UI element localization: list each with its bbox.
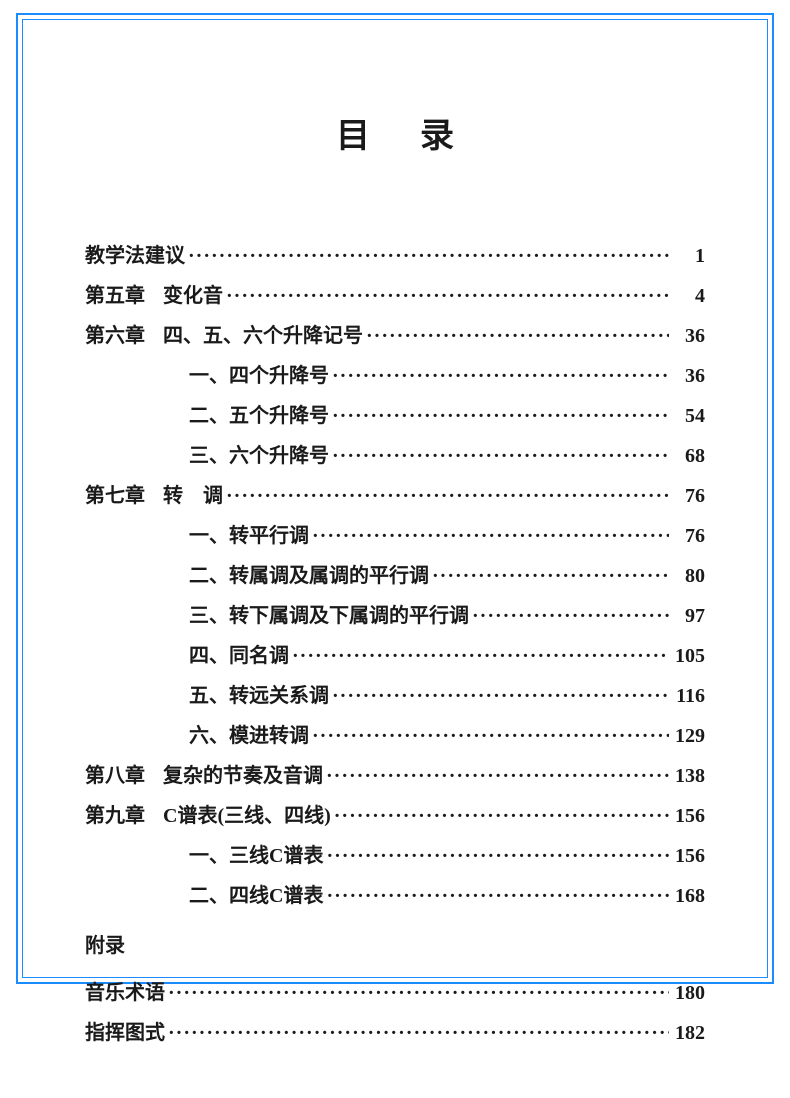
toc-chapter-title: C谱表(三线、四线): [163, 801, 331, 831]
toc-chapter-title: 复杂的节奏及音调: [163, 761, 323, 791]
toc-entry: 二、五个升降号 54: [85, 401, 705, 431]
toc-leader-dots: [165, 978, 669, 1008]
appendix-entry: 音乐术语 180: [85, 978, 705, 1008]
toc-page-number: 36: [669, 321, 705, 351]
toc-leader-dots: [329, 361, 669, 391]
toc-page-number: 97: [669, 601, 705, 631]
toc-leader-dots: [289, 641, 669, 671]
toc-sub-title: 三、转下属调及下属调的平行调: [189, 601, 469, 631]
toc-entry: 三、六个升降号 68: [85, 441, 705, 471]
toc-entry: 二、转属调及属调的平行调 80: [85, 561, 705, 591]
toc-entry: 第五章变化音 4: [85, 281, 705, 311]
toc-page-number: 4: [669, 281, 705, 311]
toc-sub-title: 一、四个升降号: [189, 361, 329, 391]
toc-leader-dots: [185, 241, 669, 271]
toc-page-number: 54: [669, 401, 705, 431]
toc-leader-dots: [329, 681, 669, 711]
toc-sub-title: 五、转远关系调: [189, 681, 329, 711]
toc-chapter-label: 第九章: [85, 801, 145, 831]
toc-entry: 一、转平行调 76: [85, 521, 705, 551]
toc-leader-dots: [323, 881, 669, 911]
toc-sub-title: 四、同名调: [189, 641, 289, 671]
inner-border-frame: 目录 教学法建议 1 第五章变化音 4 第六章四、五、六个升降记号 36 一、四个升降号 36…: [22, 19, 768, 978]
toc-chapter-title: 转 调: [163, 481, 223, 511]
toc-sub-title: 二、四线C谱表: [189, 881, 323, 911]
toc-page-number: 36: [669, 361, 705, 391]
toc-leader-dots: [469, 601, 669, 631]
toc-chapter-title: 四、五、六个升降记号: [163, 321, 363, 351]
toc-sub-title: 二、转属调及属调的平行调: [189, 561, 429, 591]
toc-sub-title: 三、六个升降号: [189, 441, 329, 471]
toc-leader-dots: [223, 281, 669, 311]
toc-page-number: 138: [669, 761, 705, 791]
toc-page-number: 76: [669, 521, 705, 551]
toc-page-number: 116: [669, 681, 705, 711]
toc-sub-title: 六、模进转调: [189, 721, 309, 751]
toc-entry: 一、三线C谱表 156: [85, 841, 705, 871]
toc-leader-dots: [323, 841, 669, 871]
toc-entry: 教学法建议 1: [85, 241, 705, 271]
toc-chapter-title: 变化音: [163, 281, 223, 311]
toc-page-number: 156: [669, 841, 705, 871]
toc-leader-dots: [331, 801, 669, 831]
toc-chapter-label: 第八章: [85, 761, 145, 791]
toc-leader-dots: [329, 401, 669, 431]
toc-chapter-label: 第五章: [85, 281, 145, 311]
toc-chapter-label: 第六章: [85, 321, 145, 351]
toc-page-number: 105: [669, 641, 705, 671]
toc-leader-dots: [429, 561, 669, 591]
toc-entry: 第八章复杂的节奏及音调 138: [85, 761, 705, 791]
toc-leader-dots: [309, 521, 669, 551]
toc-page-number: 1: [669, 241, 705, 271]
page-content: 目录 教学法建议 1 第五章变化音 4 第六章四、五、六个升降记号 36 一、四个升降号 36…: [23, 20, 767, 1098]
appendix-entry-title: 指挥图式: [85, 1018, 165, 1048]
toc-entry: 第六章四、五、六个升降记号 36: [85, 321, 705, 351]
toc-entry: 三、转下属调及下属调的平行调 97: [85, 601, 705, 631]
toc-page-number: 76: [669, 481, 705, 511]
page-title: 目录: [85, 108, 705, 157]
appendix-list: 音乐术语 180 指挥图式 182: [85, 978, 705, 1048]
toc-leader-dots: [329, 441, 669, 471]
toc-entry-title: 教学法建议: [85, 241, 185, 271]
toc-leader-dots: [223, 481, 669, 511]
toc-sub-title: 二、五个升降号: [189, 401, 329, 431]
toc-entry: 第九章 C谱表(三线、四线) 156: [85, 801, 705, 831]
toc-sub-title: 一、三线C谱表: [189, 841, 323, 871]
toc-leader-dots: [363, 321, 669, 351]
toc-page-number: 156: [669, 801, 705, 831]
appendix-entry: 指挥图式 182: [85, 1018, 705, 1048]
toc-entry: 第七章转 调 76: [85, 481, 705, 511]
toc-entry: 五、转远关系调 116: [85, 681, 705, 711]
toc-page-number: 129: [669, 721, 705, 751]
toc-entry: 一、四个升降号 36: [85, 361, 705, 391]
outer-border-frame: 目录 教学法建议 1 第五章变化音 4 第六章四、五、六个升降记号 36 一、四个升降号 36…: [16, 13, 774, 984]
toc-page-number: 80: [669, 561, 705, 591]
toc-page-number: 68: [669, 441, 705, 471]
toc-chapter-label: 第七章: [85, 481, 145, 511]
appendix-page-number: 180: [669, 978, 705, 1008]
toc-sub-title: 一、转平行调: [189, 521, 309, 551]
toc-leader-dots: [165, 1018, 669, 1048]
appendix-entry-title: 音乐术语: [85, 978, 165, 1008]
toc-entry: 六、模进转调 129: [85, 721, 705, 751]
appendix-page-number: 182: [669, 1018, 705, 1048]
toc-entry: 四、同名调 105: [85, 641, 705, 671]
toc-leader-dots: [309, 721, 669, 751]
appendix-heading: 附录: [85, 929, 705, 958]
toc-list: 教学法建议 1 第五章变化音 4 第六章四、五、六个升降记号 36 一、四个升降号 36 二、五…: [85, 241, 705, 911]
toc-leader-dots: [323, 761, 669, 791]
toc-page-number: 168: [669, 881, 705, 911]
toc-entry: 二、四线C谱表 168: [85, 881, 705, 911]
